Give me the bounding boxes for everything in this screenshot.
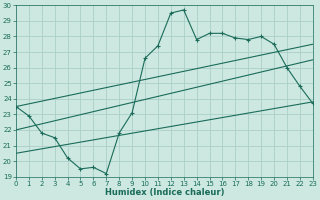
X-axis label: Humidex (Indice chaleur): Humidex (Indice chaleur) (105, 188, 224, 197)
